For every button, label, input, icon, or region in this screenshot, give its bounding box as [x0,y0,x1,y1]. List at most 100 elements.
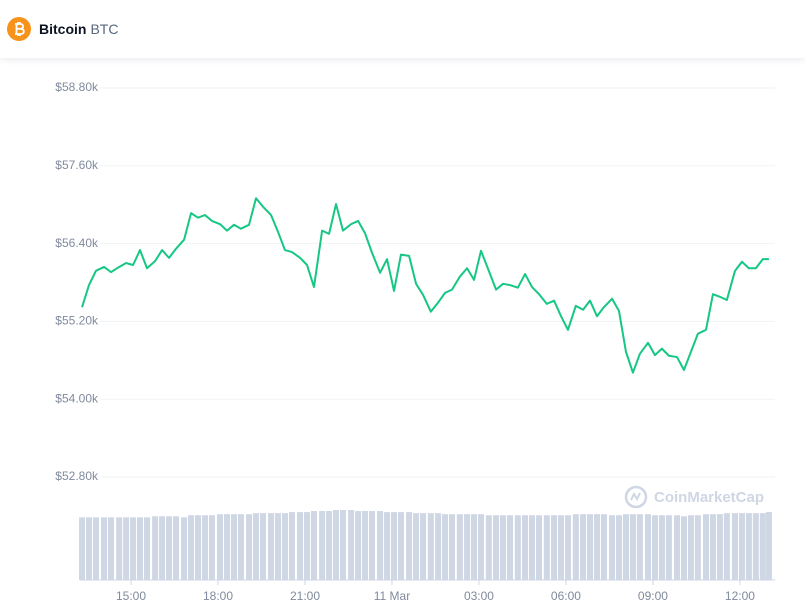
volume-bar [116,517,123,580]
volume-bar [326,511,333,580]
volume-bar [622,514,629,580]
volume-bar [731,513,738,580]
volume-bar [368,511,375,580]
volume-bar [435,513,442,580]
watermark: CoinMarketCap [654,489,764,506]
volume-bar [339,510,346,580]
volume-bar [85,517,92,580]
volume-bar [765,512,772,580]
volume-bar [268,513,275,580]
volume-bar [587,514,594,580]
volume-bar [237,514,244,580]
volume-bar [420,513,427,580]
volume-bar [297,512,304,580]
volume-bar [188,515,195,580]
volume-bar [348,510,355,580]
header: Bitcoin BTC [0,0,805,58]
volume-bar [709,514,716,580]
volume-bar [723,513,730,580]
volume-bar [694,515,701,580]
volume-bar [195,515,202,580]
volume-bar [166,516,173,580]
volume-bar [130,517,137,580]
volume-bar [159,516,166,580]
volume-bar [456,514,463,580]
volume-bar [275,513,282,580]
volume-bar [738,513,745,580]
volume-bar [506,515,513,580]
y-tick-label: $55.20k [55,314,99,328]
volume-bar [609,515,616,580]
y-tick-label: $52.80k [55,469,99,483]
volume-bar [745,513,752,580]
volume-bar [752,513,759,580]
volume-bar [535,515,542,580]
volume-bar [208,515,215,580]
coin-symbol: BTC [90,21,119,37]
volume-bar [629,514,636,580]
volume-bar [281,513,288,580]
volume-bar [259,513,266,580]
volume-bar [230,514,237,580]
volume-bar [246,514,253,580]
volume-bar [449,514,456,580]
x-tick-label: 03:00 [464,589,494,603]
coin-name: Bitcoin [39,21,87,37]
volume-bar [108,517,115,580]
volume-bar [665,515,672,580]
x-tick-label: 09:00 [638,589,668,603]
volume-bar [101,517,108,580]
volume-bar [543,515,550,580]
volume-bar [673,515,680,580]
volume-bar [201,515,208,580]
volume-bar [551,515,558,580]
volume-bar [406,512,413,580]
volume-bar [580,514,587,580]
volume-bar [514,515,521,580]
volume-bar [333,510,340,580]
volume-bar [384,512,391,580]
volume-bar [477,514,484,580]
volume-bar [397,512,404,580]
volume-bar [759,513,766,580]
volume-bar [680,516,687,580]
volume-bar [651,515,658,580]
volume-bar [687,515,694,580]
volume-bar [79,517,86,580]
price-line [81,197,769,374]
volume-bar [500,515,507,580]
y-tick-label: $54.00k [55,391,99,405]
volume-bar [522,515,529,580]
y-tick-label: $58.80k [55,80,99,94]
volume-bar [217,514,224,580]
volume-bar [529,515,536,580]
volume-bar [152,516,159,580]
volume-bar [224,514,231,580]
volume-bar [658,515,665,580]
volume-bar [413,513,420,580]
volume-bar [593,514,600,580]
coin-icon [7,17,31,41]
volume-bar [464,514,471,580]
x-tick-label: 15:00 [116,589,146,603]
volume-bar [391,512,398,580]
volume-bar [558,515,565,580]
volume-bar [143,517,150,580]
volume-bar [355,511,362,580]
volume-bar [702,514,709,580]
volume-bar [442,514,449,580]
volume-bar [92,517,99,580]
volume-bar [362,511,369,580]
volume-bar [319,511,326,580]
volume-bar [471,514,478,580]
volume-bar [645,514,652,580]
volume-bar [304,512,311,580]
volume-bar [252,513,259,580]
volume-bar [600,514,607,580]
volume-bar [564,515,571,580]
volume-bar [427,513,434,580]
x-tick-label: 18:00 [203,589,233,603]
volume-bar [123,517,130,580]
